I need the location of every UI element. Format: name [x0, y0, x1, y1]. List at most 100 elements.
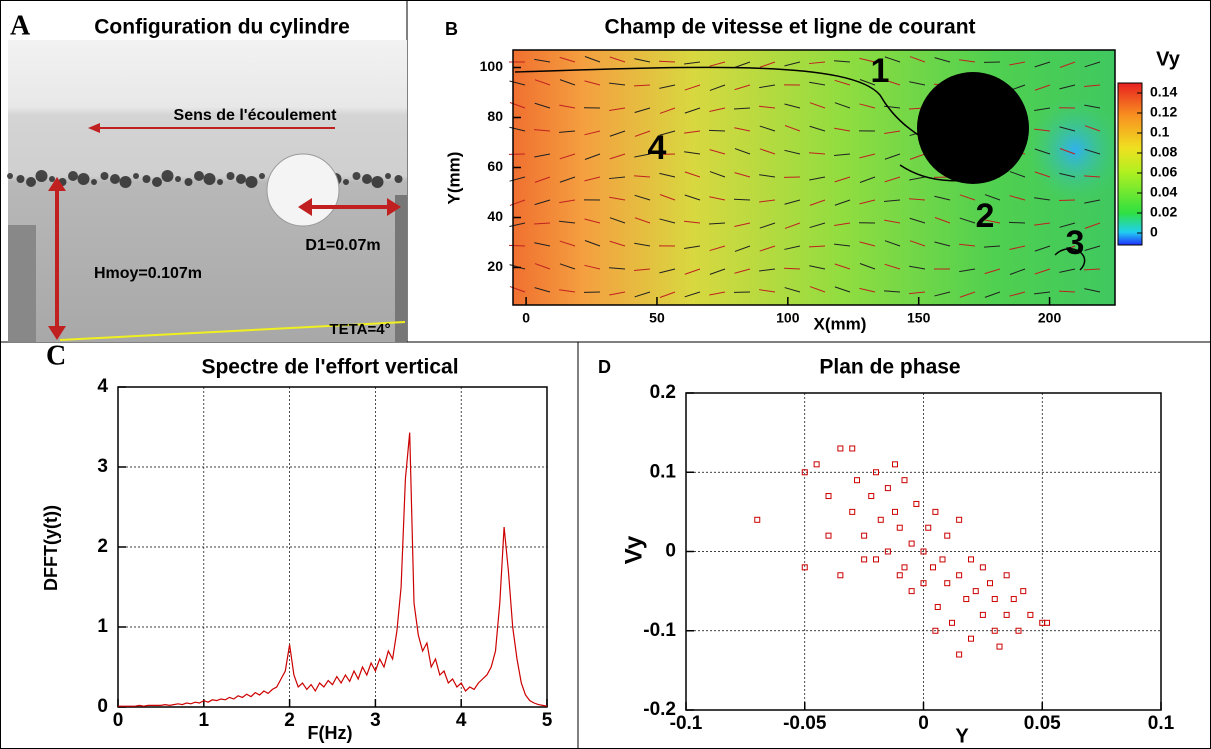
surface-bubble: [194, 171, 204, 181]
scatter-point: [837, 445, 844, 452]
flow-vector: [859, 103, 876, 109]
x-tick-label: 4: [456, 710, 467, 731]
flow-vector: [1034, 268, 1051, 275]
flow-vector: [1058, 290, 1076, 293]
scatter-point: [913, 500, 920, 507]
flow-vector: [684, 245, 701, 250]
colorbar-tick-label: 0.02: [1150, 204, 1177, 220]
x-axis-label: Y: [955, 725, 969, 747]
flow-vector: [584, 240, 601, 247]
surface-bubble: [236, 174, 246, 184]
flow-vector: [834, 153, 851, 157]
y-tick-label: 60: [487, 158, 503, 174]
surface-bubble: [26, 177, 36, 187]
colorbar-tick-label: 0.08: [1150, 144, 1177, 160]
flow-vector: [909, 81, 926, 86]
surface-bubble: [119, 176, 132, 188]
flow-vector: [1009, 195, 1026, 201]
colorbar-tick-label: 0.14: [1150, 84, 1177, 100]
flow-vector: [1009, 171, 1026, 178]
flow-vector: [559, 220, 576, 224]
y-tick-label: 0: [665, 541, 676, 562]
flow-vector: [559, 56, 576, 63]
scatter-point: [1044, 619, 1050, 626]
surface-bubble: [203, 173, 216, 185]
scatter-point: [884, 485, 891, 492]
flow-vector: [659, 291, 676, 298]
flow-vector: [859, 199, 876, 205]
flow-vector: [534, 129, 551, 132]
scatter-point: [849, 508, 856, 515]
flow-vector: [509, 126, 526, 132]
scatter-point: [861, 532, 868, 539]
x-tick-label: 150: [907, 310, 931, 326]
flow-vector: [784, 61, 801, 67]
scatter-point: [825, 532, 832, 539]
flow-vector: [859, 57, 876, 63]
flow-vector: [784, 199, 801, 205]
flow-vector: [959, 217, 976, 224]
flow-vector: [584, 80, 601, 86]
surface-bubble: [217, 179, 223, 185]
flow-vector: [709, 268, 726, 275]
flow-vector: [534, 79, 551, 86]
flow-vector: [1009, 268, 1026, 275]
flow-vector: [884, 56, 901, 63]
flow-vector: [859, 287, 876, 293]
flow-vector: [809, 125, 826, 132]
flow-vector: [734, 148, 751, 155]
flow-vector: [909, 240, 926, 247]
flow-vector: [684, 194, 701, 201]
flow-vector: [1084, 61, 1101, 68]
flow-vector: [1084, 288, 1101, 293]
flow-vector: [709, 107, 726, 112]
y-tick-label: 0.2: [650, 382, 676, 403]
flow-vector: [559, 263, 576, 270]
flow-vector: [934, 291, 951, 297]
flow-vector: [1084, 199, 1101, 204]
flow-vector: [709, 291, 726, 296]
x-tick-label: 0.1: [1148, 713, 1175, 734]
flow-vector: [759, 222, 776, 229]
panel-title: Spectre de l'effort vertical: [201, 356, 458, 379]
scatter-point: [1010, 596, 1017, 603]
flow-vector: [859, 79, 876, 86]
flow-vector: [1084, 222, 1101, 229]
flow-vector: [834, 263, 851, 270]
flow-vector: [884, 130, 901, 135]
streamline: [514, 66, 941, 151]
colorbar: [1117, 82, 1143, 246]
flow-vector: [884, 153, 901, 160]
flow-vector: [734, 84, 751, 91]
scatter-point: [944, 580, 951, 587]
colorbar-tick-label: 0: [1150, 224, 1158, 240]
scatter-point: [813, 461, 820, 468]
scatter-point: [901, 477, 908, 484]
surface-bubble: [110, 174, 120, 184]
annotation: Hmoy=0.107m: [94, 265, 202, 282]
flow-vector: [759, 84, 776, 89]
flow-vector: [684, 61, 701, 65]
cylinder: [917, 72, 1029, 184]
flow-vector: [1083, 268, 1101, 271]
scatter-point: [892, 508, 898, 515]
flow-vector: [909, 265, 926, 270]
flow-vector: [534, 153, 551, 158]
flow-vector: [584, 130, 601, 136]
flow-vector: [734, 245, 751, 252]
y-tick-label: 2: [97, 536, 108, 557]
flow-vector: [734, 268, 751, 274]
flow-vector: [584, 56, 601, 63]
y-tick-label: 3: [97, 456, 108, 477]
flow-vector: [1059, 61, 1076, 68]
flow-vector: [1059, 148, 1076, 155]
flow-vector: [584, 264, 601, 270]
scatter-point: [908, 588, 915, 595]
flow-vector: [1009, 291, 1026, 297]
flow-vector: [584, 176, 601, 182]
flow-vector: [609, 267, 626, 270]
y-tick-label: 4: [97, 376, 108, 397]
flow-vector: [959, 59, 976, 63]
surface-bubble: [352, 172, 361, 180]
surface-bubble: [259, 173, 265, 179]
